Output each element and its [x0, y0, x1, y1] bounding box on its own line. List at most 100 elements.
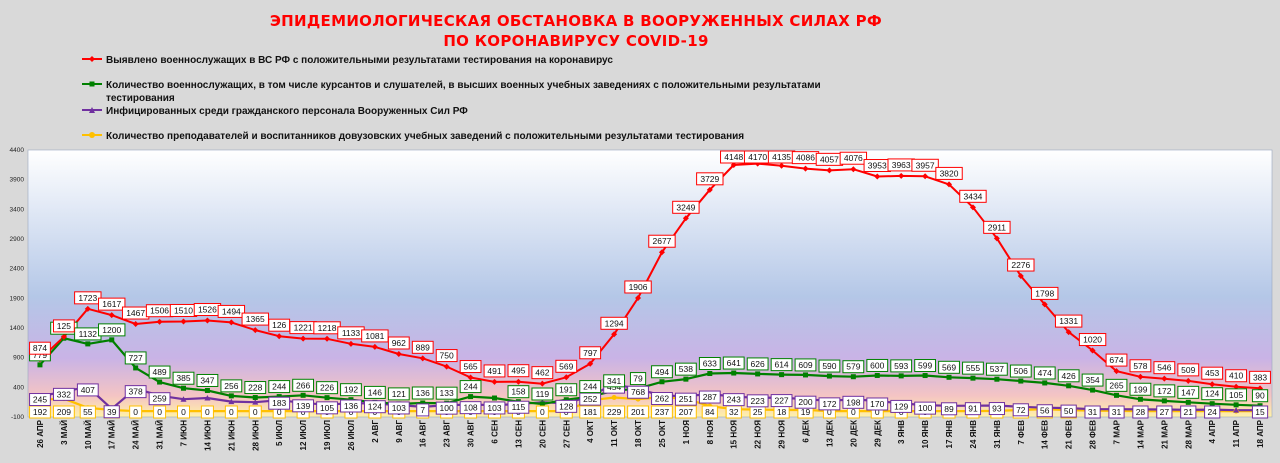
- data-point: [1137, 373, 1144, 380]
- data-label: 136: [416, 388, 430, 398]
- data-point: [1161, 398, 1167, 404]
- data-point: [252, 399, 259, 405]
- data-label: 139: [296, 401, 310, 411]
- data-label-frame: [363, 400, 386, 414]
- data-point: [850, 166, 857, 173]
- data-label: 1798: [1035, 288, 1054, 298]
- data-label-frame: [579, 405, 602, 419]
- series-line-2: [39, 383, 1260, 412]
- data-label-frame: [79, 405, 96, 419]
- data-label-box: 129: [890, 399, 913, 413]
- data-label: 136: [344, 401, 358, 411]
- data-label: 332: [57, 389, 71, 399]
- x-tick-label: 20 ДЕК: [849, 420, 858, 447]
- data-label-frame: [770, 358, 793, 372]
- data-label-box: 18: [773, 405, 790, 419]
- data-label-box: 199: [1129, 382, 1152, 396]
- data-label-frame: [648, 234, 676, 248]
- data-label: 244: [463, 382, 477, 392]
- data-label: 121: [392, 389, 406, 399]
- data-label: 1218: [318, 323, 337, 333]
- data-label-box: 158: [507, 385, 530, 399]
- data-label-box: 347: [196, 373, 219, 387]
- data-label-box: 962: [387, 336, 410, 350]
- data-label-box: 474: [1033, 366, 1056, 380]
- data-label-frame: [603, 374, 626, 388]
- data-label-frame: [531, 387, 554, 401]
- data-label: 1200: [102, 325, 121, 335]
- data-label: 2677: [653, 236, 672, 246]
- data-label-frame: [52, 319, 75, 333]
- data-label: 119: [536, 389, 550, 399]
- data-label: 192: [344, 385, 358, 395]
- data-label: 198: [846, 397, 860, 407]
- data-label: 84: [705, 407, 715, 417]
- data-label-box: 3249: [672, 200, 700, 214]
- data-label-box: 491: [483, 364, 506, 378]
- data-label: 28: [1136, 407, 1146, 417]
- data-label: 108: [463, 403, 477, 413]
- data-label: 158: [511, 387, 525, 397]
- data-label-frame: [1031, 286, 1059, 300]
- data-label-frame: [1201, 366, 1224, 380]
- data-label: 129: [894, 401, 908, 411]
- x-tick-label: 13 СЕН: [514, 420, 523, 448]
- data-label-frame: [1204, 405, 1221, 419]
- data-label-frame: [148, 365, 171, 379]
- data-label: 170: [870, 399, 884, 409]
- data-label-box: 341: [603, 374, 626, 388]
- data-label-box: 407: [76, 383, 99, 397]
- data-point: [850, 374, 856, 380]
- data-label-frame: [98, 323, 126, 337]
- data-label-frame: [103, 405, 120, 419]
- data-label-frame: [172, 371, 195, 385]
- data-label-box: 89: [940, 402, 958, 416]
- data-label-box: 15: [1251, 405, 1269, 419]
- data-label-box: 506: [1009, 364, 1032, 378]
- data-label-frame: [696, 172, 724, 186]
- x-tick-label: 21 ИЮН: [227, 420, 236, 451]
- data-label: 538: [679, 364, 693, 374]
- data-label: 0: [875, 407, 880, 417]
- data-label-box: 0: [153, 405, 167, 419]
- data-label: 750: [440, 351, 454, 361]
- data-label: 265: [1109, 380, 1123, 390]
- legend-label-academies: Количество военнослужащих, в том числе к…: [106, 80, 821, 104]
- data-label-box: 100: [914, 401, 937, 415]
- data-label-box: 727: [124, 351, 147, 365]
- data-label: 125: [57, 321, 71, 331]
- data-label-box: 136: [340, 399, 362, 413]
- data-point: [252, 327, 259, 334]
- data-label: 1494: [222, 306, 241, 316]
- data-point: [157, 379, 163, 385]
- data-label-box: 133: [435, 386, 458, 400]
- data-label-frame: [507, 364, 530, 378]
- data-label: 0: [205, 407, 210, 417]
- data-point: [802, 165, 809, 172]
- x-tick-label: 22 НОЯ: [754, 420, 763, 449]
- data-label: 0: [157, 407, 162, 417]
- data-label-box: 56: [1036, 404, 1053, 418]
- data-label-box: 181: [579, 405, 602, 419]
- x-tick-label: 15 НОЯ: [730, 420, 739, 449]
- data-label: 105: [320, 403, 334, 413]
- data-label-frame: [340, 399, 362, 413]
- data-label-frame: [985, 362, 1008, 376]
- data-label-frame: [698, 390, 721, 404]
- x-tick-label: 14 ИЮН: [203, 420, 212, 451]
- data-label: 100: [440, 403, 454, 413]
- data-label: 172: [1157, 386, 1171, 396]
- data-label-box: 1294: [600, 316, 628, 330]
- data-point: [682, 215, 689, 222]
- data-label-frame: [842, 395, 865, 409]
- data-label: 200: [798, 397, 812, 407]
- data-label: 3957: [916, 160, 935, 170]
- data-point: [228, 319, 235, 326]
- data-label-frame: [507, 385, 530, 399]
- data-label-frame: [1177, 385, 1200, 399]
- data-label: 383: [1253, 372, 1267, 382]
- data-label: 385: [176, 373, 190, 383]
- data-label-box: 578: [1129, 359, 1152, 373]
- data-label: 768: [631, 387, 645, 397]
- data-label: 1020: [1083, 335, 1102, 345]
